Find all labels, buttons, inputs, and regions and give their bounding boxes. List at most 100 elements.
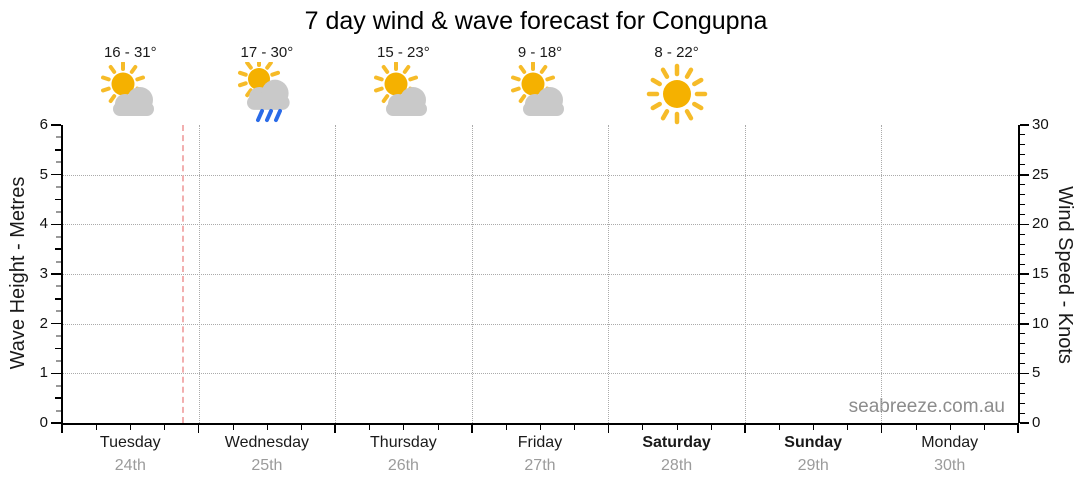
axis-tick: [1019, 213, 1025, 215]
date-label: 28th: [661, 457, 693, 474]
temp-range-label: 17 - 30°: [240, 44, 294, 61]
axis-tick: [56, 359, 61, 362]
date-label: 25th: [251, 457, 283, 474]
axis-tick: [505, 424, 507, 430]
weather-icon-partly-cloudy: [371, 61, 435, 126]
axis-tick: [1019, 342, 1025, 344]
axis-tick: [1019, 352, 1025, 354]
axis-tick: [607, 424, 609, 433]
axis-tick: [574, 424, 576, 430]
axis-tick: [983, 424, 985, 430]
axis-tick: [369, 424, 371, 430]
axis-tick: [61, 424, 63, 433]
left-axis-line: [61, 125, 63, 423]
gridline-horizontal: [62, 373, 1018, 375]
axis-tick: [1019, 263, 1025, 265]
axis-tick: [1017, 424, 1019, 433]
left-axis-tick-label: 1: [39, 364, 48, 382]
axis-tick: [55, 198, 61, 201]
date-label: 24th: [114, 457, 146, 474]
axis-tick: [710, 424, 712, 430]
axis-tick: [51, 223, 61, 226]
axis-tick: [266, 424, 268, 430]
axis-tick: [1019, 392, 1025, 394]
axis-tick: [51, 173, 61, 176]
temp-range-label: 15 - 23°: [377, 44, 430, 61]
axis-tick: [1019, 144, 1025, 146]
axis-tick: [55, 347, 61, 350]
axis-tick: [847, 424, 849, 430]
axis-tick: [540, 424, 541, 430]
day-label: Monday: [921, 434, 979, 451]
axis-tick: [1019, 193, 1025, 195]
axis-tick: [56, 235, 61, 238]
axis-tick: [642, 424, 644, 430]
axis-tick: [880, 424, 883, 433]
gridline-vertical: [608, 125, 610, 423]
left-axis-tick-label: 2: [39, 314, 48, 332]
current-time-marker: [181, 125, 184, 423]
weather-icon-sunny: [645, 62, 709, 126]
axis-tick: [1019, 422, 1029, 424]
right-axis-tick-label: 25: [1032, 165, 1049, 183]
day-label: Tuesday: [99, 434, 161, 451]
axis-tick: [56, 335, 61, 338]
weather-icon-rain: [235, 57, 299, 126]
axis-tick: [1019, 154, 1025, 156]
gridline-vertical: [335, 125, 337, 423]
axis-tick: [130, 424, 132, 430]
axis-tick: [96, 424, 98, 430]
left-axis-tick-label: 3: [39, 265, 48, 282]
axis-tick: [1019, 253, 1025, 255]
axis-tick: [301, 424, 302, 430]
axis-tick: [56, 210, 61, 213]
day-label: Thursday: [370, 434, 437, 451]
axis-tick: [55, 298, 61, 300]
axis-tick: [51, 124, 61, 126]
axis-tick: [744, 424, 746, 433]
axis-tick: [915, 424, 917, 430]
axis-tick: [56, 136, 61, 139]
right-axis-line: [1018, 125, 1020, 423]
axis-tick: [1019, 124, 1029, 126]
axis-tick: [164, 424, 166, 430]
gridline-vertical: [744, 125, 746, 423]
weather-icon-partly-cloudy: [508, 61, 572, 126]
axis-tick: [56, 285, 61, 288]
day-label: Friday: [517, 434, 563, 451]
axis-tick: [1019, 402, 1025, 404]
axis-tick: [437, 424, 439, 430]
axis-tick: [56, 260, 61, 263]
date-label: 27th: [524, 457, 556, 474]
gridline-vertical: [198, 125, 200, 423]
axis-tick: [403, 424, 405, 430]
day-label: Wednesday: [224, 434, 309, 451]
axis-tick: [1019, 164, 1025, 166]
axis-tick: [51, 422, 61, 424]
gridline-horizontal: [62, 224, 1018, 226]
axis-tick: [1019, 283, 1025, 285]
chart-title: 7 day wind & wave forecast for Congupna: [304, 7, 768, 35]
left-axis-tick-label: 0: [39, 414, 48, 431]
axis-tick: [1019, 303, 1025, 305]
day-label: Sunday: [784, 434, 843, 451]
gridline-horizontal: [62, 174, 1018, 176]
axis-tick: [1019, 174, 1029, 176]
axis-tick: [779, 424, 780, 430]
axis-tick: [232, 424, 234, 430]
axis-tick: [949, 424, 951, 430]
axis-tick: [1019, 243, 1025, 245]
left-axis-tick-label: 5: [39, 165, 48, 183]
axis-tick: [1019, 333, 1025, 334]
right-axis-tick-label: 15: [1032, 265, 1049, 282]
axis-tick: [471, 424, 473, 433]
temp-range-label: 16 - 31°: [103, 44, 157, 61]
weather-icon-partly-cloudy: [98, 61, 162, 126]
temp-range-label: 9 - 18°: [517, 44, 563, 61]
axis-tick: [55, 149, 61, 151]
axis-tick: [1019, 412, 1025, 414]
watermark: seabreeze.com.au: [848, 396, 1005, 417]
axis-tick: [1019, 372, 1029, 375]
